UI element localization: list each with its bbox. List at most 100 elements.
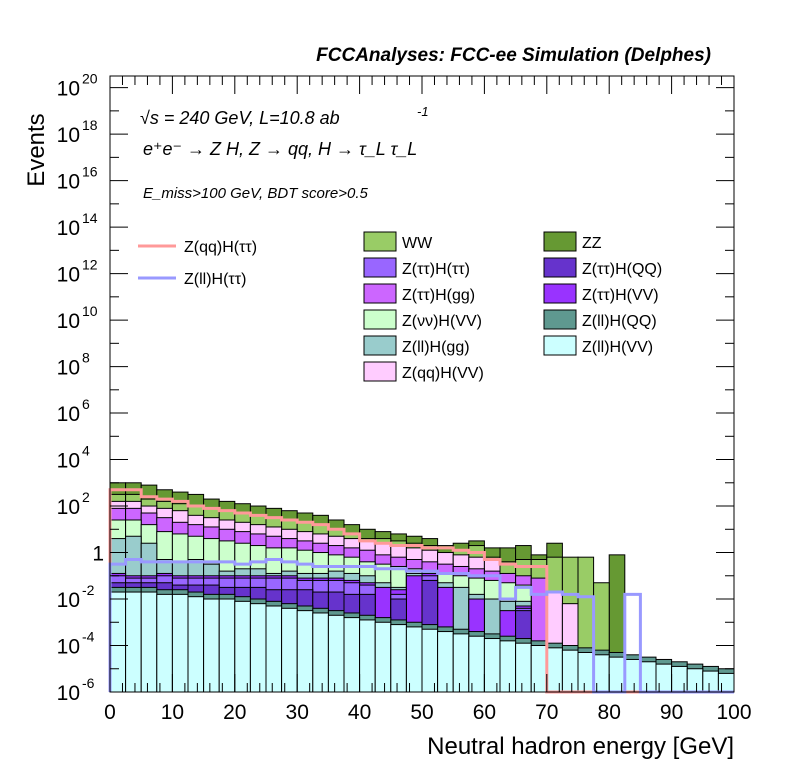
- bar: [109, 591, 127, 693]
- legend-box-swatch: [543, 309, 577, 330]
- bar: [624, 658, 641, 693]
- legend-box-label: Z(ll)H(QQ): [582, 313, 657, 330]
- y-tick-exponent: 4: [82, 443, 90, 459]
- bar: [608, 656, 626, 693]
- bar: [374, 621, 392, 693]
- y-tick-exponent: 10: [82, 303, 98, 319]
- x-tick-label: 10: [161, 701, 184, 724]
- series-Z(ll)H(VV): [109, 591, 735, 693]
- x-tick-label: 80: [598, 701, 621, 724]
- x-tick-label: 50: [410, 701, 433, 724]
- bar: [359, 619, 376, 693]
- legend-line-label: Z(ll)H(ττ): [184, 271, 246, 288]
- energy-lumi-text: √s = 240 GeV, L=10.8 ab: [140, 108, 340, 128]
- x-axis: 0 10 20 30 40 50 60 70 80 90 100: [104, 76, 752, 724]
- y-tick-label: 10: [57, 124, 80, 147]
- bar: [327, 614, 345, 693]
- energy-lumi-sup: -1: [417, 104, 429, 119]
- bar: [468, 635, 485, 693]
- y-tick-exponent: -6: [82, 675, 95, 691]
- legend: Z(qq)H(ττ) Z(ll)H(ττ) WW Z(ττ)H(ττ) Z(ττ)H(g…: [138, 231, 662, 382]
- y-tick-exponent: 2: [82, 489, 90, 505]
- bar: [483, 638, 501, 693]
- annotation-selection: E_miss>100 GeV, BDT score>0.5: [143, 185, 368, 202]
- bar: [561, 649, 579, 693]
- legend-box-swatch: [543, 283, 577, 304]
- y-tick-label: 10: [57, 264, 80, 287]
- bar: [702, 670, 719, 693]
- bar: [125, 591, 142, 693]
- x-tick-label: 100: [716, 701, 751, 724]
- y-tick-label: 10: [57, 78, 80, 101]
- bar: [655, 663, 673, 693]
- y-tick-label: 10: [57, 450, 80, 473]
- legend-box-swatch: [363, 335, 397, 356]
- x-tick-label: 30: [286, 701, 309, 724]
- legend-box-label: Z(ll)H(VV): [582, 339, 653, 356]
- legend-box-swatch: [363, 309, 397, 330]
- y-tick-label: 1: [92, 543, 104, 566]
- legend-box-label: Z(ll)H(gg): [402, 339, 470, 356]
- bar: [156, 593, 173, 693]
- bar: [452, 633, 470, 693]
- x-tick-label: 60: [473, 701, 496, 724]
- y-tick-label: 10: [57, 496, 80, 519]
- x-tick-label: 40: [348, 701, 371, 724]
- legend-line-label: Z(qq)H(ττ): [184, 239, 257, 256]
- legend-box-label: WW: [402, 235, 433, 252]
- y-tick-label: 10: [57, 636, 80, 659]
- y-tick-exponent: 18: [82, 117, 98, 133]
- y-tick-label: 10: [57, 310, 80, 333]
- bar: [717, 672, 735, 693]
- y-axis-label: Events: [23, 113, 50, 186]
- y-tick-exponent: 16: [82, 164, 98, 180]
- bar: [593, 654, 610, 693]
- legend-box-swatch: [543, 231, 577, 252]
- legend-box-label: Z(ττ)H(QQ): [582, 261, 662, 278]
- bar: [499, 640, 517, 693]
- bar: [421, 628, 439, 693]
- legend-box-label: Z(ττ)H(VV): [582, 287, 659, 304]
- bar: [187, 596, 205, 693]
- bar: [265, 605, 283, 693]
- y-tick-label: 10: [57, 217, 80, 240]
- bar: [218, 598, 236, 693]
- y-tick-label: 10: [57, 357, 80, 380]
- legend-box-swatch: [363, 361, 397, 382]
- bar: [234, 600, 251, 693]
- bar: [312, 612, 329, 693]
- y-tick-label: 10: [57, 682, 80, 705]
- bar: [405, 626, 423, 693]
- y-tick-exponent: 14: [82, 210, 98, 226]
- legend-box-label: Z(ττ)H(gg): [402, 287, 475, 304]
- legend-box-swatch: [363, 283, 397, 304]
- y-tick-exponent: 12: [82, 257, 98, 273]
- x-tick-label: 90: [660, 701, 683, 724]
- y-tick-exponent: -2: [82, 582, 95, 598]
- legend-box-label: ZZ: [582, 235, 602, 252]
- bar: [249, 603, 267, 693]
- bar: [296, 610, 314, 693]
- bar: [281, 607, 298, 693]
- bar: [530, 645, 548, 693]
- x-tick-label: 0: [104, 701, 116, 724]
- bar: [343, 617, 361, 693]
- annotation-energy: √s = 240 GeV, L=10.8 ab -1: [140, 104, 429, 128]
- legend-box-label: Z(νν)H(VV): [402, 313, 482, 330]
- x-tick-label: 20: [223, 701, 246, 724]
- legend-box-swatch: [363, 257, 397, 278]
- y-tick-exponent: -4: [82, 629, 95, 645]
- x-axis-label: Neutral hadron energy [GeV]: [427, 733, 734, 760]
- bar: [171, 593, 189, 693]
- legend-box-swatch: [543, 335, 577, 356]
- bar: [639, 661, 657, 693]
- bar: [546, 647, 563, 693]
- bar: [140, 591, 158, 693]
- bar: [577, 651, 595, 693]
- legend-box-swatch: [363, 231, 397, 252]
- y-tick-label: 10: [57, 589, 80, 612]
- y-tick-exponent: 6: [82, 396, 90, 412]
- bar: [515, 642, 532, 693]
